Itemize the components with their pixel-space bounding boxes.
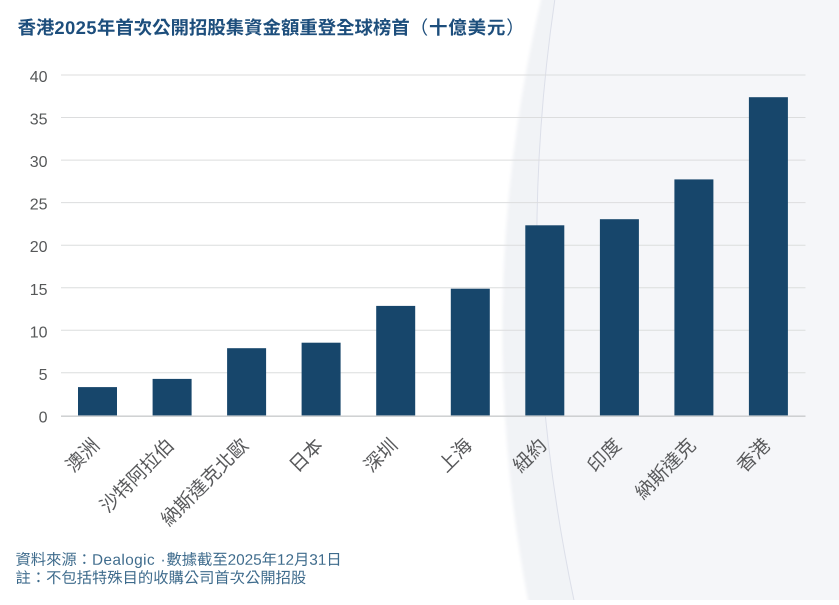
svg-text:15: 15 bbox=[30, 282, 48, 299]
svg-text:20: 20 bbox=[30, 239, 48, 256]
svg-text:10: 10 bbox=[30, 324, 48, 341]
svg-text:35: 35 bbox=[30, 112, 48, 129]
svg-text:25: 25 bbox=[30, 197, 48, 214]
svg-text:30: 30 bbox=[30, 154, 48, 171]
svg-text:40: 40 bbox=[30, 69, 48, 86]
svg-text:0: 0 bbox=[39, 409, 48, 426]
svg-text:5: 5 bbox=[39, 367, 48, 384]
